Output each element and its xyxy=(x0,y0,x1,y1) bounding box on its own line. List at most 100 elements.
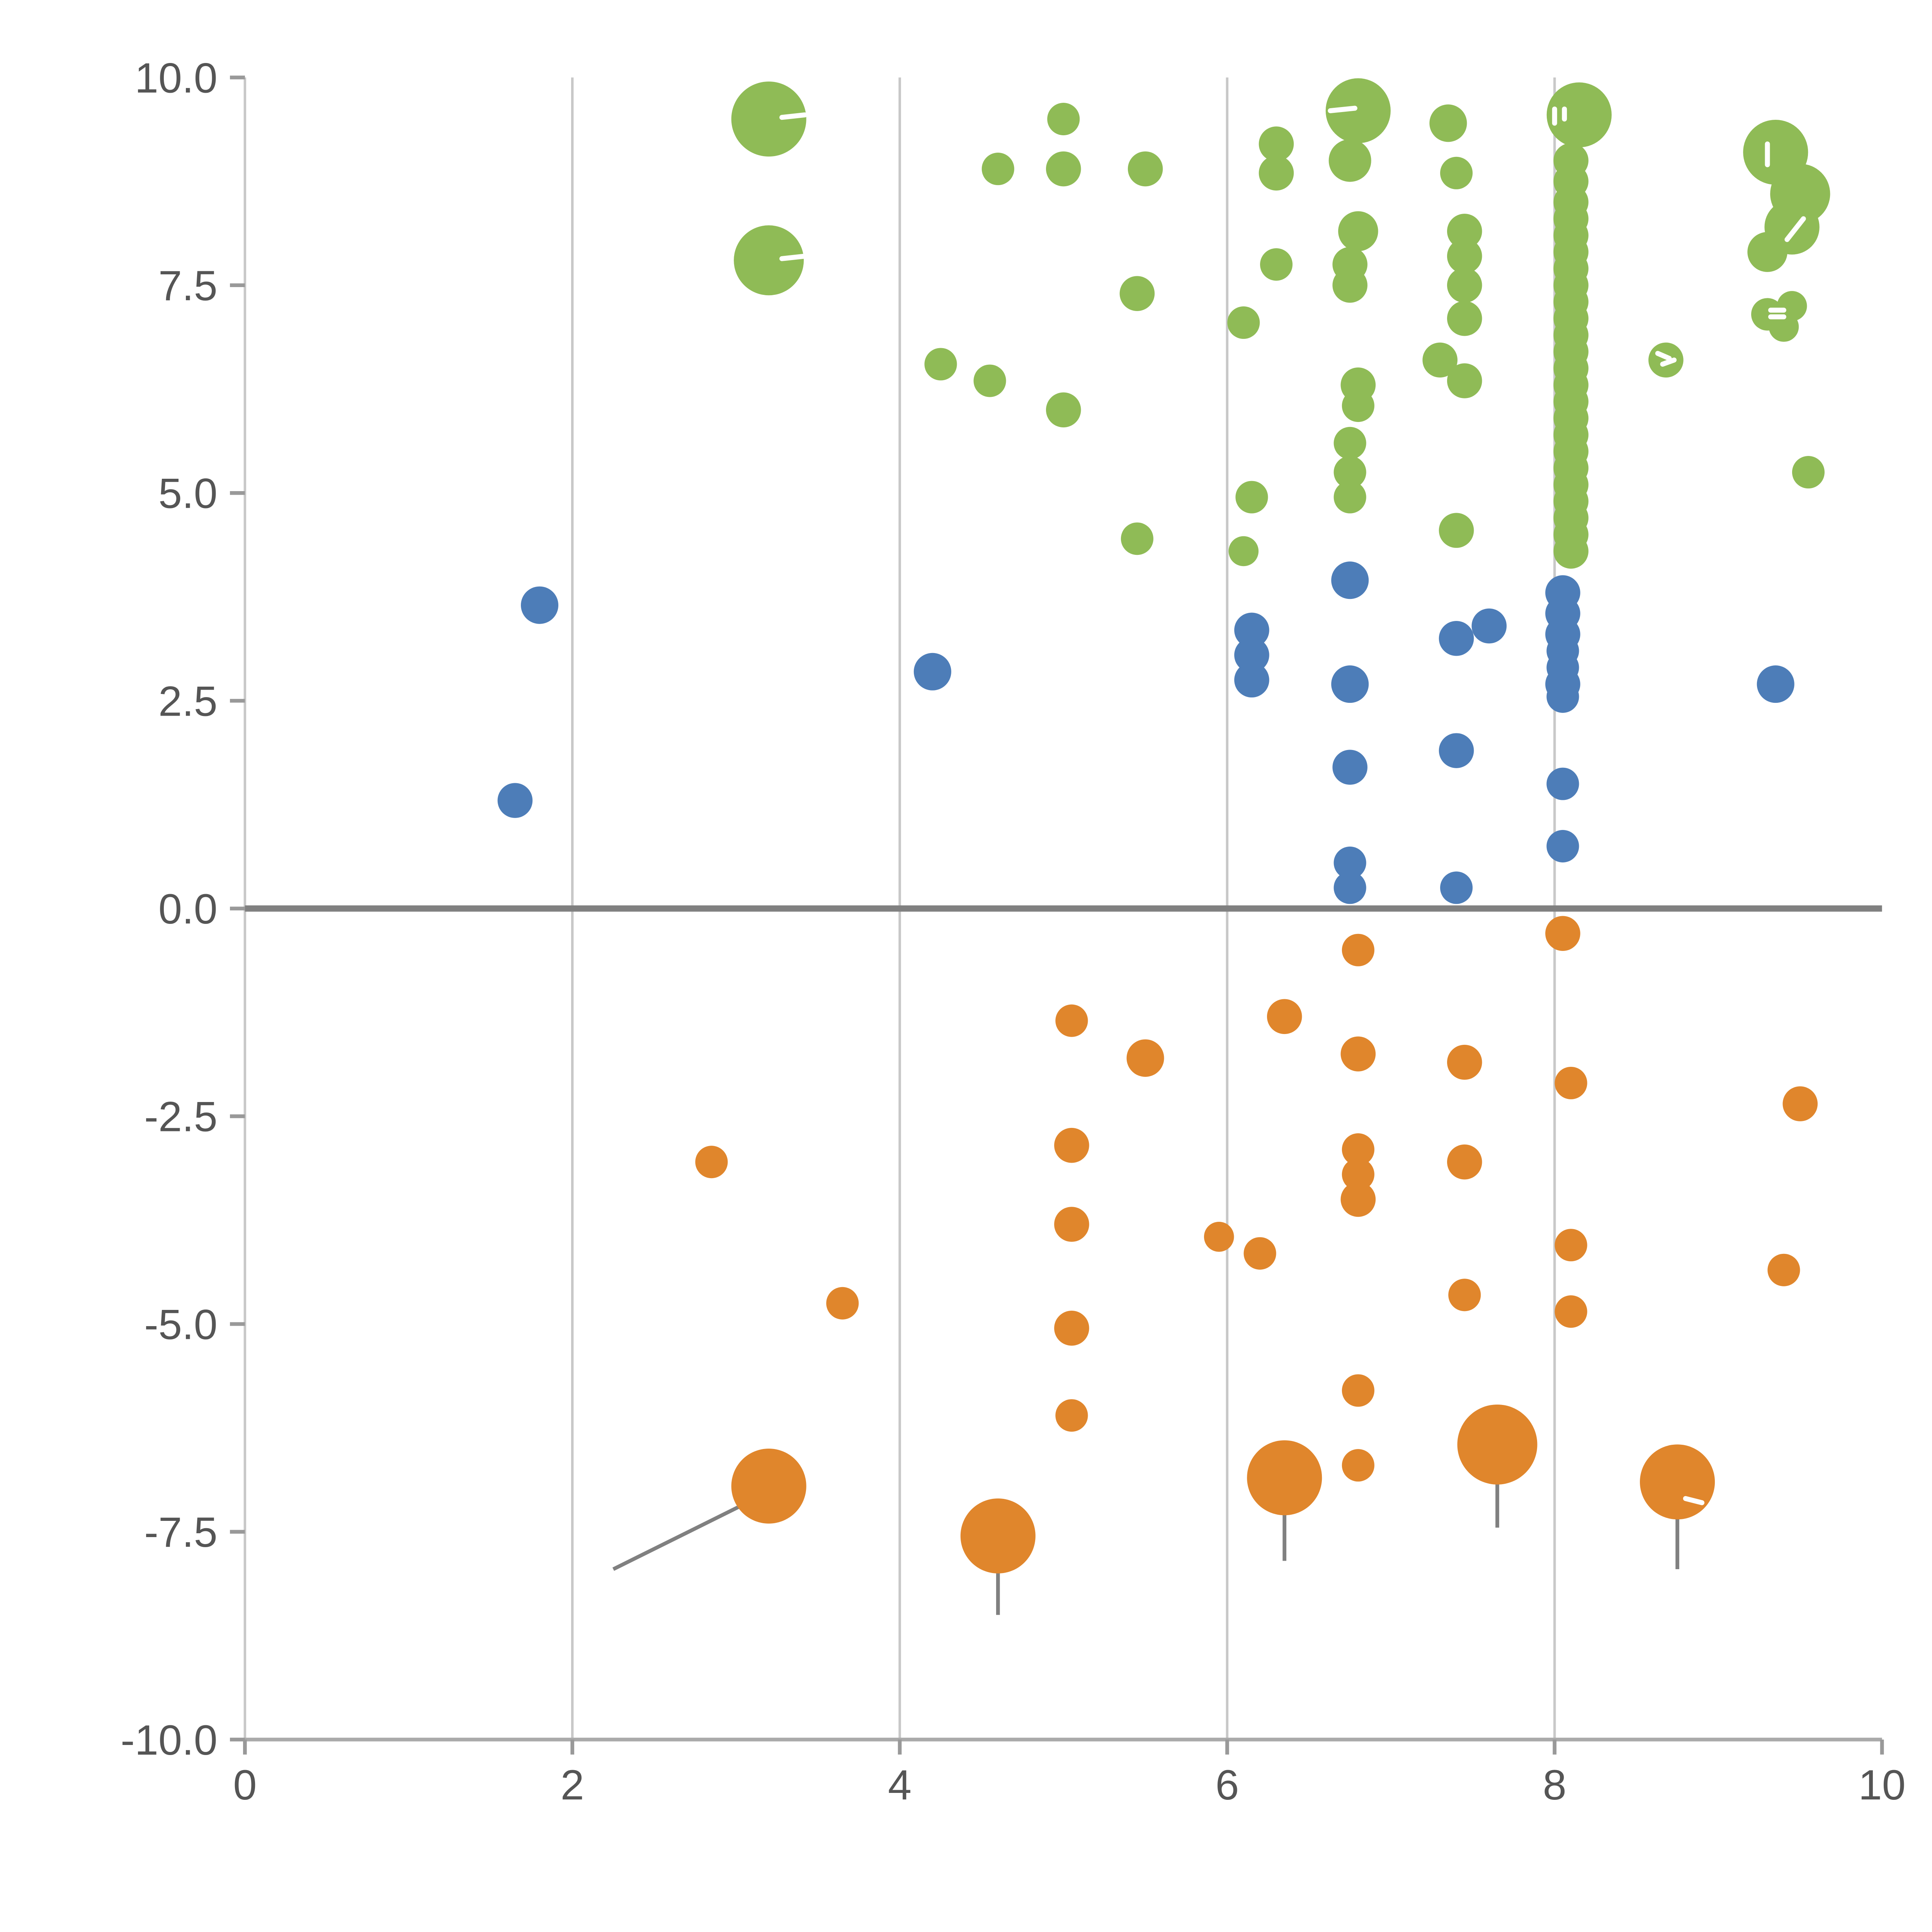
data-point-blue xyxy=(1234,662,1269,698)
data-point-green xyxy=(1546,82,1612,148)
data-point-green xyxy=(1259,126,1294,162)
data-point-blue xyxy=(520,586,559,624)
data-point-orange xyxy=(1447,1144,1482,1180)
data-point-green xyxy=(1447,363,1482,398)
y-tick-label: -5.0 xyxy=(144,1301,217,1348)
data-point-green xyxy=(1648,342,1684,378)
data-point-green xyxy=(1333,456,1366,489)
y-tick-label: 0.0 xyxy=(158,885,218,933)
white-mark xyxy=(779,253,808,261)
data-point-orange xyxy=(695,1146,728,1179)
data-point-orange xyxy=(1342,1158,1374,1191)
data-point-green xyxy=(1422,342,1458,378)
data-point-green xyxy=(1260,248,1293,281)
data-point-green xyxy=(1328,139,1371,182)
series-green xyxy=(731,78,1830,569)
white-mark xyxy=(779,112,808,120)
data-point-green xyxy=(1227,306,1260,339)
data-point-green xyxy=(1119,276,1155,311)
white-mark xyxy=(1328,105,1357,114)
data-point-orange xyxy=(1545,916,1580,951)
data-point-blue xyxy=(1234,637,1269,673)
data-point-green xyxy=(1128,151,1163,187)
data-point-orange xyxy=(1447,1044,1482,1080)
data-point-orange xyxy=(1554,1295,1587,1328)
data-point-green xyxy=(1228,536,1259,566)
data-point-orange xyxy=(1342,1133,1374,1166)
data-point-orange xyxy=(1340,1036,1376,1071)
y-tick-label: 7.5 xyxy=(158,262,218,310)
y-tick-label: -10.0 xyxy=(121,1716,218,1764)
data-point-orange xyxy=(1554,1066,1587,1099)
data-point-orange xyxy=(1448,1279,1481,1311)
data-point-orange xyxy=(731,1448,806,1524)
series-blue xyxy=(497,561,1794,904)
data-point-blue xyxy=(913,653,951,690)
white-mark xyxy=(1655,351,1672,361)
x-tick-label: 4 xyxy=(888,1761,912,1809)
x-tick-label: 2 xyxy=(561,1761,584,1809)
data-point-orange xyxy=(960,1498,1036,1574)
y-tick-label: 2.5 xyxy=(158,677,218,725)
white-mark xyxy=(1683,1496,1705,1505)
data-point-blue xyxy=(1333,846,1366,879)
data-point-orange xyxy=(1055,1004,1088,1037)
data-point-green xyxy=(1553,534,1588,569)
x-tick-label: 0 xyxy=(233,1761,257,1809)
y-tick-label: -2.5 xyxy=(144,1093,217,1141)
series-orange xyxy=(695,916,1818,1574)
data-point-blue xyxy=(1471,608,1507,644)
data-point-orange xyxy=(1782,1086,1818,1121)
data-point-blue xyxy=(1331,665,1369,703)
data-point-orange xyxy=(1640,1444,1715,1520)
data-point-blue xyxy=(1332,750,1367,785)
data-point-blue xyxy=(1333,871,1366,904)
data-point-blue xyxy=(1546,680,1579,713)
data-point-orange xyxy=(1247,1440,1322,1515)
white-mark xyxy=(1660,357,1677,367)
white-marks xyxy=(779,105,1806,1505)
data-point-green xyxy=(1792,456,1825,489)
y-tick-label: 5.0 xyxy=(158,470,218,517)
data-point-green xyxy=(1439,513,1474,548)
data-point-green xyxy=(1747,232,1787,272)
data-point-green xyxy=(1440,156,1473,189)
x-tick-label: 6 xyxy=(1215,1761,1239,1809)
data-point-orange xyxy=(1342,1449,1374,1482)
data-point-blue xyxy=(1546,767,1579,800)
data-point-green xyxy=(1342,389,1374,422)
data-point-blue xyxy=(497,783,533,818)
data-point-green xyxy=(1333,481,1366,514)
data-point-green xyxy=(981,153,1014,185)
data-point-orange xyxy=(1054,1311,1089,1346)
data-point-orange xyxy=(1243,1237,1276,1270)
data-point-orange xyxy=(1126,1039,1164,1077)
data-point-green xyxy=(1333,427,1366,459)
data-point-blue xyxy=(1440,871,1473,904)
data-point-orange xyxy=(1204,1221,1234,1252)
data-point-green xyxy=(731,82,806,157)
data-point-orange xyxy=(1054,1128,1089,1163)
data-point-orange xyxy=(1055,1399,1088,1432)
data-point-orange xyxy=(1342,1374,1374,1407)
data-point-blue xyxy=(1439,733,1474,768)
data-point-green xyxy=(1047,103,1080,136)
data-point-orange xyxy=(826,1287,859,1320)
data-point-orange xyxy=(1554,1229,1587,1262)
data-point-orange xyxy=(1342,934,1374,966)
data-point-blue xyxy=(1546,830,1579,862)
data-point-green xyxy=(1046,392,1081,428)
data-point-green xyxy=(1338,211,1378,252)
data-point-green xyxy=(1447,301,1482,336)
data-point-orange xyxy=(1267,999,1302,1034)
data-point-green xyxy=(1259,155,1294,191)
data-point-green xyxy=(1235,481,1268,514)
data-point-blue xyxy=(1234,612,1269,648)
data-point-green xyxy=(1325,78,1391,143)
y-tick-label: -7.5 xyxy=(144,1509,217,1556)
data-point-green xyxy=(1332,267,1367,303)
data-point-green xyxy=(1121,522,1153,555)
data-point-blue xyxy=(1439,621,1474,656)
